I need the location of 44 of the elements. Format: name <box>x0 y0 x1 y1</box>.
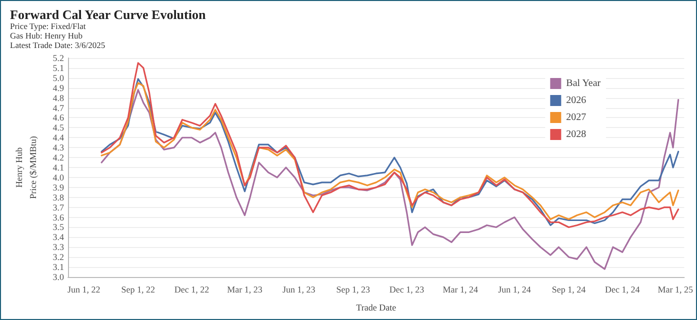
y-tick-label: 4.6 <box>52 112 64 123</box>
x-tick-label: Sep 1, 24 <box>552 284 586 294</box>
y-tick-label: 3.8 <box>52 192 64 202</box>
y-tick-label: 3.6 <box>52 212 64 222</box>
chart-subtitle: Price Type: Fixed/Flat Gas Hub: Henry Hub Latest Trade Date: 3/6/2025 <box>10 20 106 50</box>
legend-label: Bal Year <box>566 78 602 89</box>
y-tick-label: 3.2 <box>52 252 64 262</box>
y-tick-label: 4.9 <box>52 82 64 93</box>
x-tick-label: Sep 1, 22 <box>121 284 155 294</box>
y-tick-label: 3.5 <box>52 222 64 232</box>
y-tick-label: 3.7 <box>52 202 64 212</box>
chart-title: Forward Cal Year Curve Evolution <box>10 7 206 22</box>
x-tick-label: Dec 1, 24 <box>604 284 640 294</box>
x-tick-label: Mar 1, 23 <box>227 284 263 294</box>
y-tick-label: 5.2 <box>52 53 64 63</box>
y-tick-label: 3.3 <box>52 242 64 252</box>
x-tick-label: Jun 1, 22 <box>68 284 100 294</box>
y-tick-label: 3.1 <box>52 262 64 272</box>
y-tick-label: 5.1 <box>52 62 64 73</box>
y-tick-label: 4.5 <box>52 122 64 133</box>
x-axis-title: Trade Date <box>356 302 396 312</box>
x-tick-label: Sep 1, 23 <box>336 284 371 294</box>
x-tick-label: Mar 1, 25 <box>658 284 694 294</box>
legend-label: 2027 <box>566 112 586 123</box>
line-series <box>100 89 680 270</box>
y-tick-label: 4.7 <box>52 102 64 113</box>
y-tick-label: 4.4 <box>52 132 64 143</box>
x-tick-label: Jun 1, 24 <box>498 284 532 294</box>
y-tick-label: 5.0 <box>52 72 64 83</box>
y-axis-title: Henry Hub Price ($/MMBtu) <box>14 136 38 199</box>
x-tick-label: Mar 1, 24 <box>442 284 478 294</box>
y-tick-label: 4.8 <box>52 92 64 103</box>
y-tick-label: 3.9 <box>52 182 64 192</box>
y-tick-label: 4.0 <box>52 172 64 182</box>
x-tick-label: Dec 1, 22 <box>174 284 210 294</box>
legend-label: 2026 <box>566 95 586 106</box>
y-tick-label: 3.4 <box>52 232 64 242</box>
x-tick-label: Dec 1, 23 <box>389 284 425 294</box>
y-tick-label: 4.3 <box>52 142 64 153</box>
x-tick-label: Jun 1, 23 <box>282 284 316 294</box>
y-tick-label: 4.2 <box>52 152 64 163</box>
legend-label: 2028 <box>566 129 586 140</box>
y-tick-label: 4.1 <box>52 162 64 172</box>
y-tick-label: 3.0 <box>52 272 64 282</box>
